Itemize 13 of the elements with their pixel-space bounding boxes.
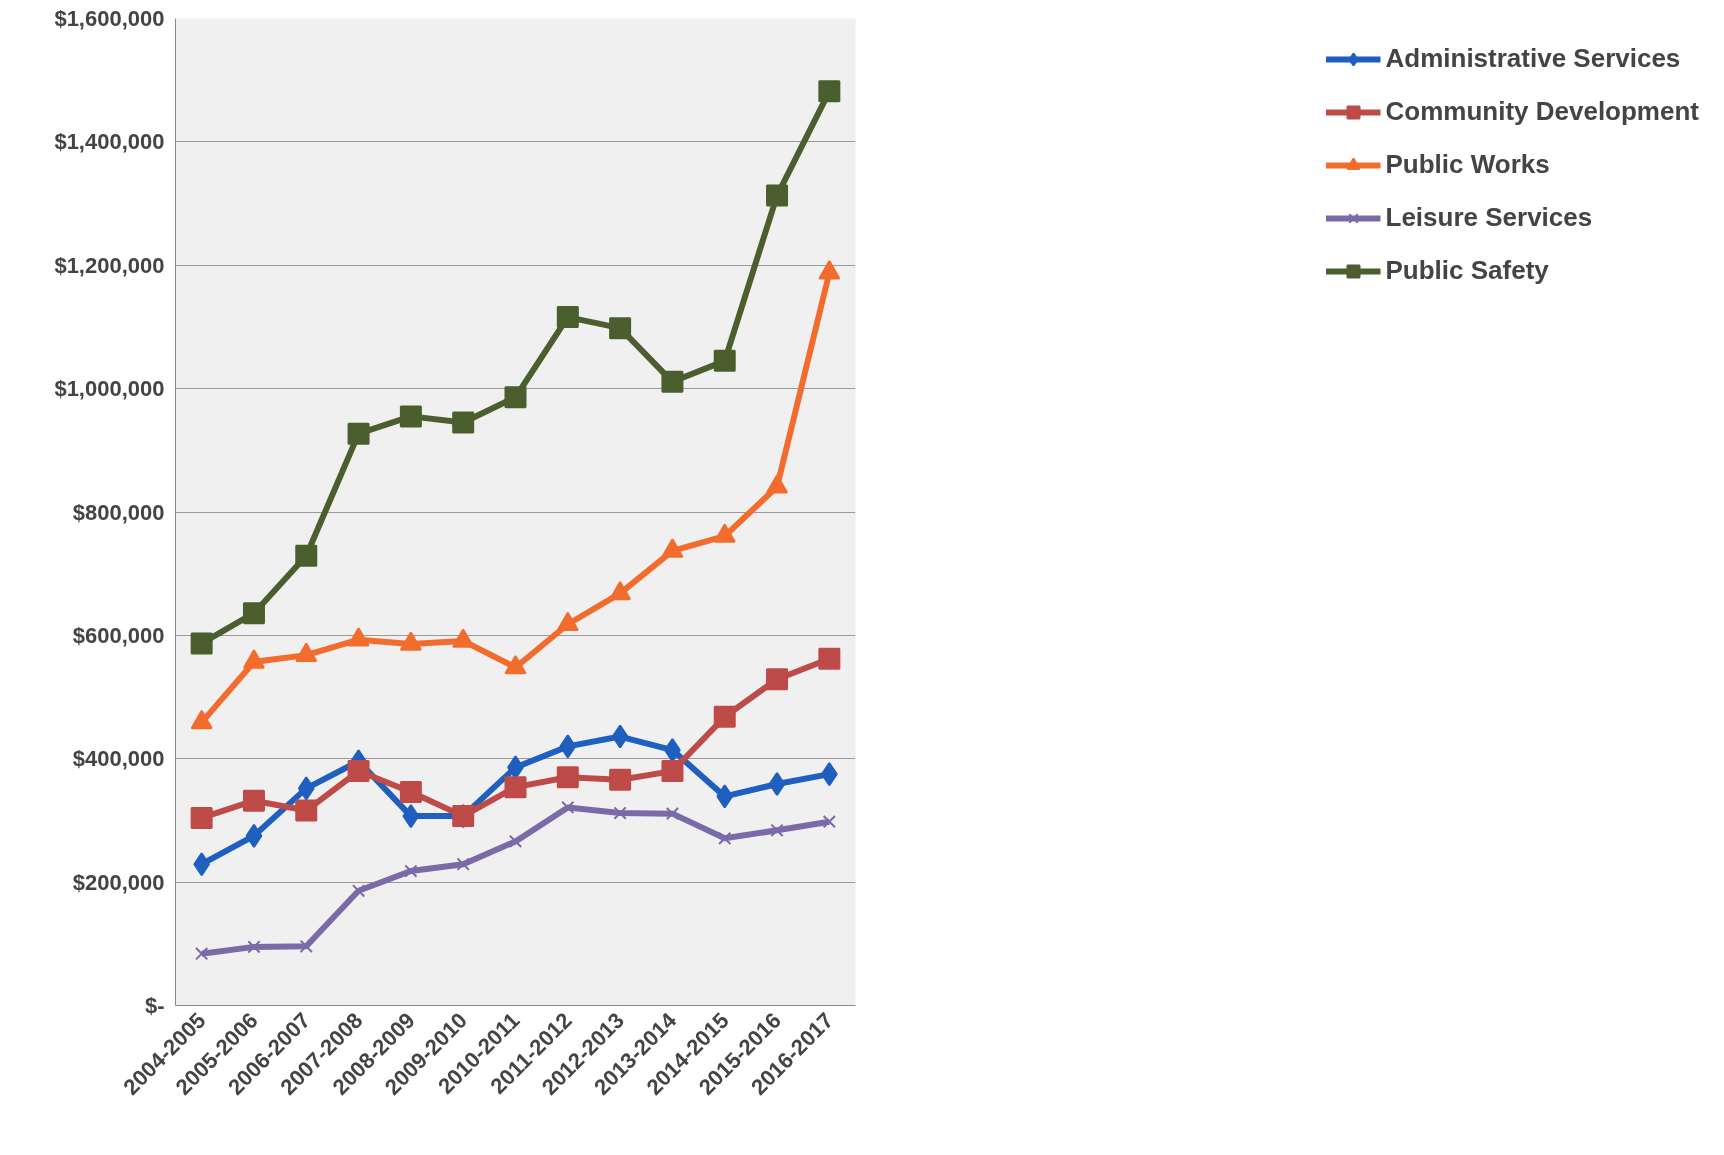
- y-tick-label: $400,000: [72, 746, 165, 772]
- y-tick-label: $800,000: [72, 499, 165, 525]
- y-tick-label: $1,200,000: [54, 252, 165, 278]
- y-tick-label: $600,000: [72, 622, 165, 648]
- legend-label: Administrative Services: [1385, 43, 1681, 74]
- y-tick-label: $1,600,000: [54, 6, 165, 31]
- y-tick-label: $1,000,000: [54, 376, 165, 402]
- y-tick-label: $200,000: [72, 869, 165, 895]
- legend-label: Community Development: [1385, 96, 1699, 127]
- y-tick-label: $1,400,000: [54, 129, 165, 155]
- legend-label: Public Safety: [1385, 255, 1549, 286]
- legend-label: Leisure Services: [1385, 202, 1593, 233]
- legend-label: Public Works: [1385, 149, 1550, 180]
